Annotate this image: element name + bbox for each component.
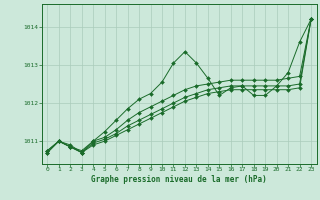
- X-axis label: Graphe pression niveau de la mer (hPa): Graphe pression niveau de la mer (hPa): [91, 175, 267, 184]
